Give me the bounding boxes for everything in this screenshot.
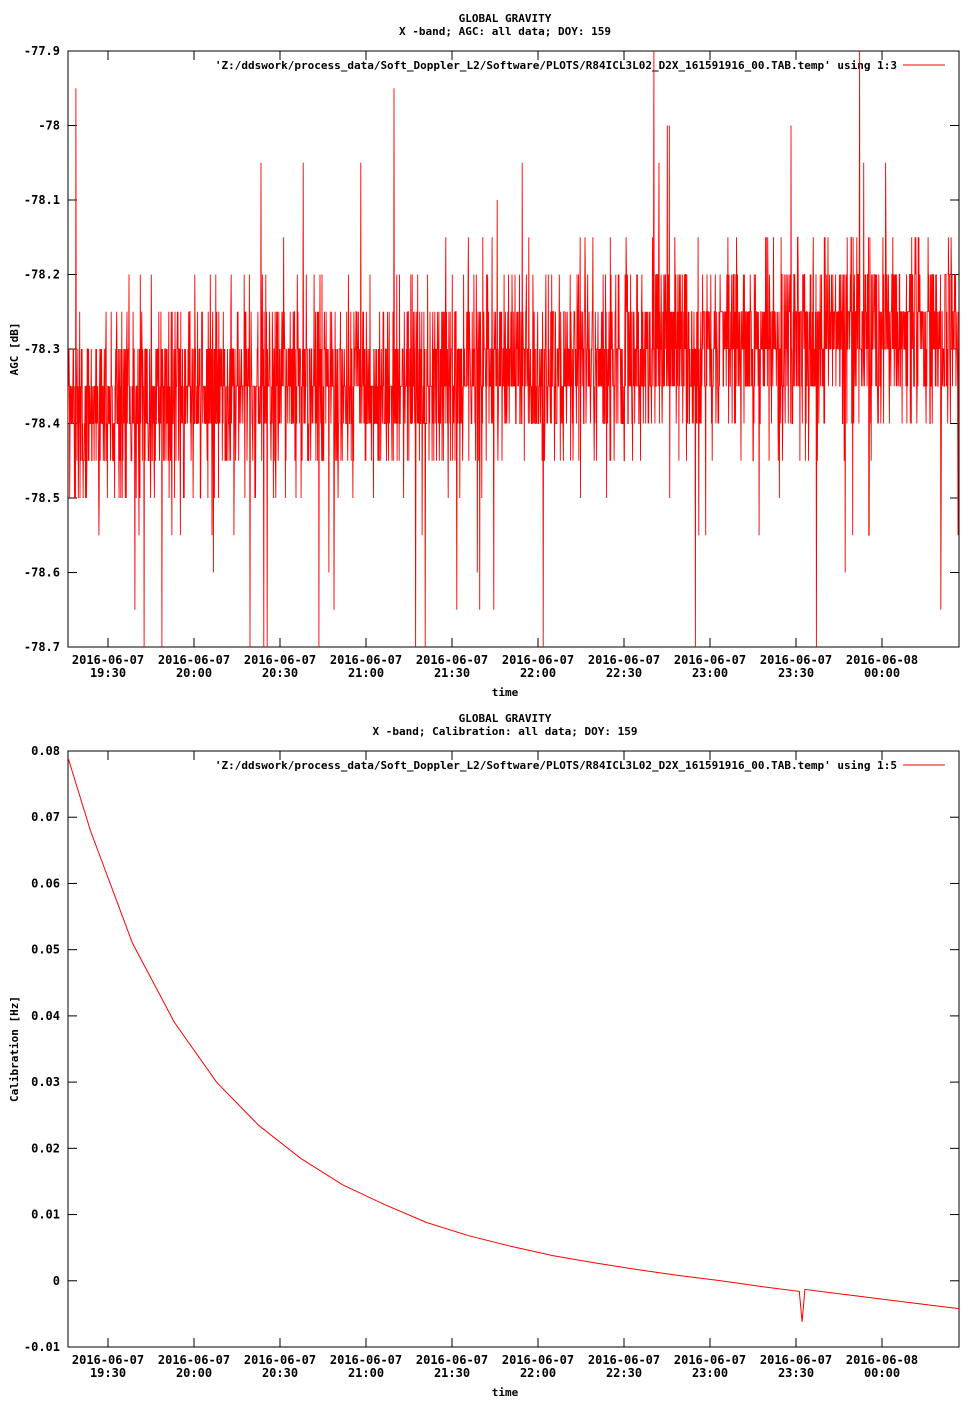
x-tick-time-label: 23:30 bbox=[778, 666, 814, 680]
x-tick-date-label: 2016-06-07 bbox=[330, 653, 402, 667]
x-tick-time-label: 19:30 bbox=[90, 666, 126, 680]
x-tick-date-label: 2016-06-07 bbox=[72, 653, 144, 667]
x-tick-date-label: 2016-06-07 bbox=[502, 653, 574, 667]
y-tick-label: 0.04 bbox=[31, 1009, 60, 1023]
x-axis-label: time bbox=[492, 1386, 519, 1399]
x-tick-date-label: 2016-06-07 bbox=[158, 653, 230, 667]
y-tick-label: -78.5 bbox=[24, 491, 60, 505]
plot-frame bbox=[67, 750, 960, 1348]
y-tick-label: 0.07 bbox=[31, 810, 60, 824]
chart-title: GLOBAL GRAVITY bbox=[459, 12, 552, 25]
x-tick-time-label: 23:00 bbox=[692, 1366, 728, 1380]
x-tick-time-label: 22:00 bbox=[520, 1366, 556, 1380]
x-tick-time-label: 20:00 bbox=[176, 666, 212, 680]
y-tick-label: 0.08 bbox=[31, 744, 60, 758]
y-tick-label: 0.06 bbox=[31, 876, 60, 890]
y-tick-label: -78.4 bbox=[24, 417, 60, 431]
x-tick-time-label: 22:30 bbox=[606, 666, 642, 680]
y-tick-label: -78.3 bbox=[24, 342, 60, 356]
x-tick-time-label: 19:30 bbox=[90, 1366, 126, 1380]
x-tick-date-label: 2016-06-07 bbox=[416, 1353, 488, 1367]
x-tick-time-label: 21:30 bbox=[434, 1366, 470, 1380]
x-tick-time-label: 23:30 bbox=[778, 1366, 814, 1380]
y-tick-label: -77.9 bbox=[24, 44, 60, 58]
y-tick-label: 0 bbox=[53, 1274, 60, 1288]
x-tick-date-label: 2016-06-07 bbox=[330, 1353, 402, 1367]
x-tick-time-label: 23:00 bbox=[692, 666, 728, 680]
x-tick-date-label: 2016-06-07 bbox=[72, 1353, 144, 1367]
y-tick-label: -78.7 bbox=[24, 640, 60, 654]
x-tick-time-label: 00:00 bbox=[864, 1366, 900, 1380]
x-tick-date-label: 2016-06-07 bbox=[674, 1353, 746, 1367]
x-tick-date-label: 2016-06-07 bbox=[244, 1353, 316, 1367]
y-axis-label: AGC [dB] bbox=[8, 323, 21, 376]
x-tick-time-label: 21:00 bbox=[348, 1366, 384, 1380]
y-tick-label: 0.01 bbox=[31, 1208, 60, 1222]
x-tick-date-label: 2016-06-07 bbox=[244, 653, 316, 667]
y-tick-label: -78 bbox=[38, 119, 60, 133]
chart-subtitle: X -band; AGC: all data; DOY: 159 bbox=[399, 25, 611, 38]
x-tick-date-label: 2016-06-07 bbox=[158, 1353, 230, 1367]
y-tick-label: -0.01 bbox=[24, 1340, 60, 1354]
series-line bbox=[68, 757, 959, 1322]
x-tick-date-label: 2016-06-07 bbox=[588, 1353, 660, 1367]
x-tick-date-label: 2016-06-07 bbox=[760, 653, 832, 667]
x-tick-date-label: 2016-06-07 bbox=[416, 653, 488, 667]
y-tick-label: 0.05 bbox=[31, 943, 60, 957]
y-tick-label: -78.2 bbox=[24, 268, 60, 282]
x-tick-date-label: 2016-06-07 bbox=[674, 653, 746, 667]
x-axis-label: time bbox=[492, 686, 519, 699]
legend-entry-label: 'Z:/ddswork/process_data/Soft_Doppler_L2… bbox=[215, 759, 897, 772]
x-tick-date-label: 2016-06-08 bbox=[846, 653, 918, 667]
legend-entry-label: 'Z:/ddswork/process_data/Soft_Doppler_L2… bbox=[215, 59, 897, 72]
y-axis-label: Calibration [Hz] bbox=[8, 996, 21, 1102]
y-tick-label: 0.03 bbox=[31, 1075, 60, 1089]
x-tick-date-label: 2016-06-08 bbox=[846, 1353, 918, 1367]
x-tick-date-label: 2016-06-07 bbox=[502, 1353, 574, 1367]
x-tick-time-label: 22:00 bbox=[520, 666, 556, 680]
y-tick-label: -78.6 bbox=[24, 566, 60, 580]
series-line bbox=[68, 51, 959, 647]
x-tick-time-label: 21:30 bbox=[434, 666, 470, 680]
x-tick-time-label: 20:30 bbox=[262, 1366, 298, 1380]
x-tick-time-label: 20:00 bbox=[176, 1366, 212, 1380]
x-tick-date-label: 2016-06-07 bbox=[760, 1353, 832, 1367]
x-tick-time-label: 21:00 bbox=[348, 666, 384, 680]
x-tick-date-label: 2016-06-07 bbox=[588, 653, 660, 667]
chart-subtitle: X -band; Calibration: all data; DOY: 159 bbox=[373, 725, 638, 738]
x-tick-time-label: 00:00 bbox=[864, 666, 900, 680]
x-tick-time-label: 20:30 bbox=[262, 666, 298, 680]
y-tick-label: 0.02 bbox=[31, 1141, 60, 1155]
chart-title: GLOBAL GRAVITY bbox=[459, 712, 552, 725]
y-tick-label: -78.1 bbox=[24, 193, 60, 207]
x-tick-time-label: 22:30 bbox=[606, 1366, 642, 1380]
